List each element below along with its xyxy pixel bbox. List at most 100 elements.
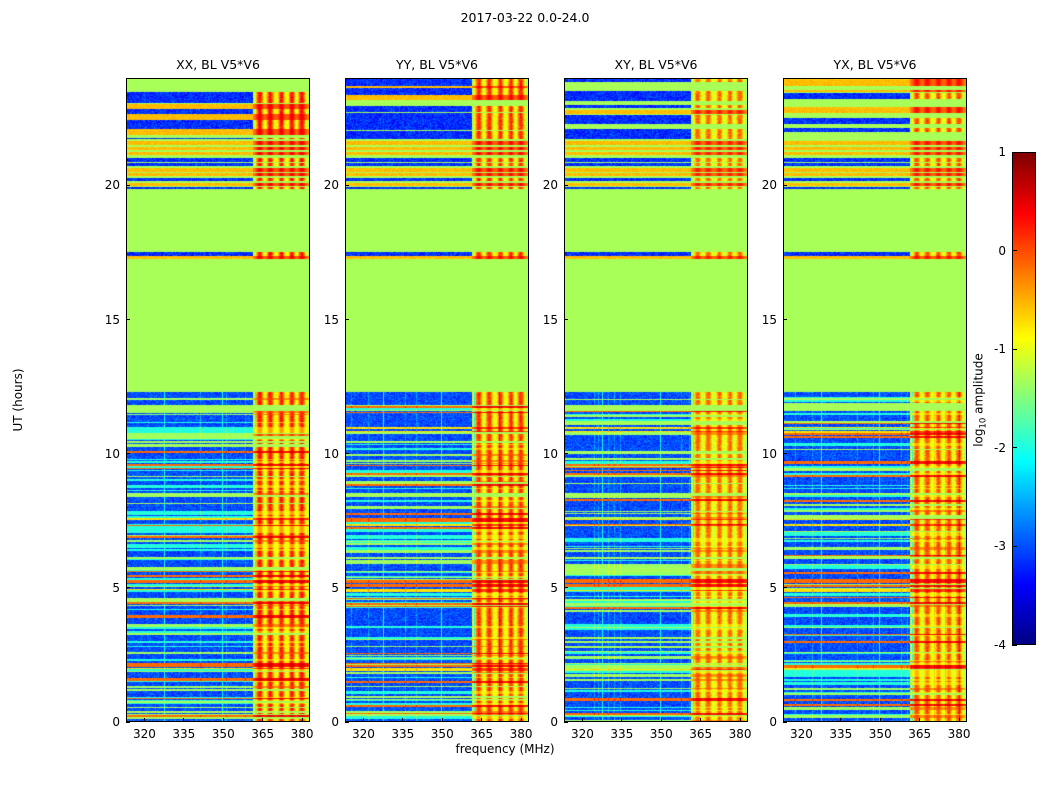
y-tick-mark — [783, 453, 787, 455]
y-tick-mark — [126, 319, 130, 320]
x-tick-mark — [481, 718, 483, 722]
y-tick-mark — [126, 453, 130, 455]
y-tick-label: 15 — [542, 312, 558, 327]
x-tick-label: 350 — [211, 727, 235, 741]
y-tick-label: 15 — [104, 312, 120, 327]
y-tick-mark — [783, 319, 787, 320]
y-tick-label: 15 — [761, 312, 777, 327]
x-tick-label: 380 — [728, 727, 752, 741]
y-tick-mark — [783, 721, 787, 723]
y-tick-label: 0 — [331, 715, 339, 729]
panel-title-yx: YX, BL V5*V6 — [833, 57, 917, 72]
x-tick-mark — [520, 718, 522, 722]
x-tick-mark — [739, 718, 741, 722]
x-tick-mark — [840, 718, 842, 722]
heatmap-yy — [345, 78, 529, 722]
x-tick-mark — [660, 718, 662, 722]
y-tick-label: 5 — [550, 580, 558, 595]
y-axis-label: UT (hours) — [11, 368, 25, 432]
x-tick-label: 320 — [789, 727, 813, 741]
y-tick-label: 5 — [331, 580, 339, 595]
y-tick-mark — [345, 319, 349, 320]
colorbar-tick-label: -3 — [994, 539, 1006, 554]
heatmap-xx — [126, 78, 310, 722]
x-tick-mark — [919, 718, 921, 722]
y-tick-label: 10 — [323, 446, 339, 461]
x-tick-mark — [879, 718, 881, 722]
y-tick-label: 5 — [769, 580, 777, 595]
x-tick-mark — [402, 718, 404, 722]
colorbar-tick-mark — [1012, 348, 1017, 350]
y-tick-label: 10 — [542, 446, 558, 461]
x-tick-mark — [581, 718, 583, 722]
x-tick-mark — [441, 718, 443, 722]
y-tick-mark — [564, 721, 568, 723]
y-tick-mark — [564, 453, 568, 455]
y-tick-label: 10 — [104, 446, 120, 461]
panel-title-xx: XX, BL V5*V6 — [176, 57, 260, 72]
x-tick-mark — [800, 718, 802, 722]
y-tick-mark — [783, 587, 787, 589]
x-tick-mark — [222, 718, 224, 722]
x-tick-label: 335 — [610, 727, 634, 741]
x-tick-label: 380 — [509, 727, 533, 741]
y-tick-label: 20 — [542, 178, 558, 193]
panel-xy: XY, BL V5*V6 — [564, 57, 748, 722]
x-tick-label: 365 — [689, 727, 713, 741]
colorbar-tick-mark — [1012, 151, 1017, 153]
y-tick-label: 5 — [112, 580, 120, 595]
y-tick-label: 0 — [550, 715, 558, 729]
x-tick-label: 320 — [351, 727, 375, 741]
x-tick-label: 350 — [868, 727, 892, 741]
y-tick-mark — [564, 587, 568, 589]
x-tick-mark — [143, 718, 145, 722]
y-tick-label: 0 — [769, 715, 777, 729]
x-tick-mark — [958, 718, 960, 722]
panel-title-xy: XY, BL V5*V6 — [614, 57, 698, 72]
y-tick-mark — [564, 184, 568, 186]
y-tick-mark — [126, 184, 130, 186]
panel-yx: YX, BL V5*V6 — [783, 57, 967, 722]
colorbar-tick-label: -4 — [994, 638, 1006, 652]
y-tick-mark — [126, 721, 130, 723]
y-tick-mark — [345, 184, 349, 186]
x-tick-label: 380 — [290, 727, 314, 741]
x-tick-mark — [183, 718, 185, 722]
y-tick-mark — [345, 721, 349, 723]
y-tick-mark — [564, 319, 568, 320]
figure-suptitle: 2017-03-22 0.0-24.0 — [460, 10, 590, 25]
y-tick-label: 20 — [104, 178, 120, 193]
colorbar-label: log10 amplitude — [971, 353, 989, 447]
panel-xx: XX, BL V5*V6 — [126, 57, 310, 722]
colorbar-tick-label: -2 — [994, 440, 1006, 455]
x-tick-label: 335 — [172, 727, 196, 741]
x-tick-label: 320 — [570, 727, 594, 741]
colorbar-tick-mark — [1012, 644, 1017, 646]
colorbar-tick-mark — [1012, 250, 1017, 252]
panel-yy: YY, BL V5*V6 — [345, 57, 529, 722]
y-tick-label: 10 — [761, 446, 777, 461]
colorbar-tick-label: 0 — [998, 243, 1006, 258]
x-tick-mark — [621, 718, 623, 722]
x-tick-mark — [362, 718, 364, 722]
x-tick-mark — [700, 718, 702, 722]
x-axis-label: frequency (MHz) — [455, 742, 555, 756]
x-tick-label: 320 — [132, 727, 156, 741]
y-tick-mark — [126, 587, 130, 589]
x-tick-label: 335 — [829, 727, 853, 741]
x-tick-label: 380 — [947, 727, 971, 741]
y-tick-mark — [783, 184, 787, 186]
y-tick-label: 15 — [323, 312, 339, 327]
y-tick-label: 20 — [323, 178, 339, 193]
x-tick-mark — [301, 718, 303, 722]
heatmap-xy — [564, 78, 748, 722]
x-tick-label: 350 — [430, 727, 454, 741]
colorbar-tick-mark — [1012, 447, 1017, 449]
colorbar-tick-label: 1 — [998, 145, 1006, 159]
y-tick-mark — [345, 453, 349, 455]
x-tick-mark — [262, 718, 264, 722]
x-tick-label: 365 — [251, 727, 275, 741]
heatmap-yx — [783, 78, 967, 722]
colorbar-tick-label: -1 — [994, 342, 1006, 357]
